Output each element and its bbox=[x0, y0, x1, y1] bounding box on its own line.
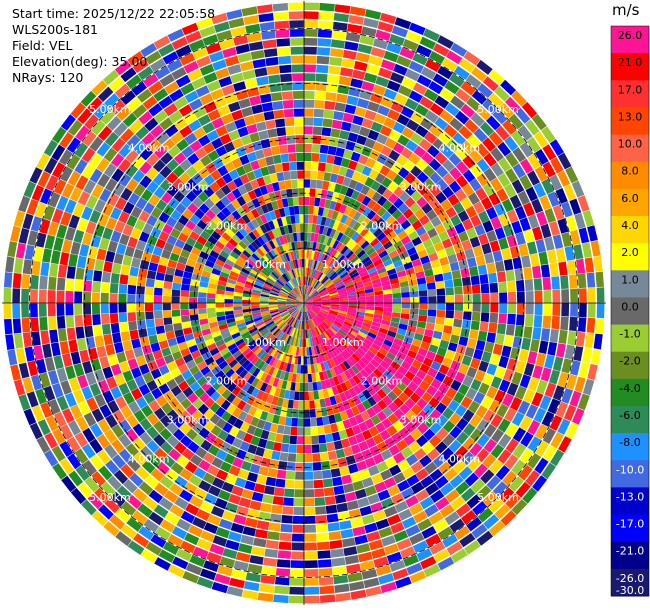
colorbar-segment bbox=[611, 270, 649, 298]
range-ring-label: 4.00km bbox=[128, 452, 170, 465]
elevation-text: Elevation(deg): 35.00 bbox=[12, 54, 148, 69]
range-ring-label: 1.00km bbox=[322, 258, 364, 271]
range-ring-label: 1.00km bbox=[244, 258, 286, 271]
colorbar-tick-label: 26.0 bbox=[618, 29, 643, 42]
range-ring-label: 4.00km bbox=[439, 452, 481, 465]
colorbar-tick-label: -13.0 bbox=[616, 490, 644, 503]
colorbar-segment bbox=[611, 487, 649, 515]
colorbar-tick-label: -4.0 bbox=[619, 382, 640, 395]
device-name-text: WLS200s-181 bbox=[12, 22, 98, 37]
range-ring-label: 4.00km bbox=[439, 142, 481, 155]
colorbar-segment bbox=[611, 460, 649, 488]
scan-info-panel: Start time: 2025/12/22 22:05:58 WLS200s-… bbox=[12, 6, 215, 86]
colorbar-segment bbox=[611, 351, 649, 380]
colorbar-tick-label: 4.0 bbox=[621, 219, 639, 232]
crosshair-axes bbox=[2, 1, 606, 605]
velocity-bin-group bbox=[12, 38, 605, 604]
colorbar-segment bbox=[611, 378, 649, 407]
colorbar-segment bbox=[611, 541, 649, 570]
colorbar-segment bbox=[611, 188, 649, 217]
colorbar-tick-label: -26.0 bbox=[616, 572, 644, 585]
range-ring-label: 2.00km bbox=[361, 375, 403, 388]
colorbar-tick-label: 0.0 bbox=[621, 300, 639, 313]
colorbar-tick-label: 10.0 bbox=[618, 138, 643, 151]
colorbar-tick-label: -17.0 bbox=[616, 518, 644, 531]
colorbar-segment bbox=[611, 568, 649, 597]
colorbar-segment bbox=[611, 297, 649, 325]
colorbar-tick-label: 8.0 bbox=[621, 165, 639, 178]
field-text: Field: VEL bbox=[12, 38, 73, 53]
colorbar-segment bbox=[611, 216, 649, 244]
colorbar-segment bbox=[611, 161, 649, 190]
colorbar-tick-label: 2.0 bbox=[621, 246, 639, 259]
range-ring-label: 5.00km bbox=[477, 491, 519, 504]
colorbar-tick-label: 1.0 bbox=[621, 273, 639, 286]
range-ring-label: 1.00km bbox=[244, 336, 286, 349]
colorbar-tick-label: 21.0 bbox=[618, 56, 643, 69]
colorbar-segment bbox=[611, 324, 649, 353]
range-ring-labels: 1.00km 1.00km 1.00km 1.00km 2.00km 2.00km 2.00… bbox=[89, 103, 519, 504]
colorbar: 26.0 21.0 17.0 13.0 10.0 8.0 6.0 4.0 2.0 1.0 0.0 -1… bbox=[610, 25, 650, 597]
colorbar-tick-label: -21.0 bbox=[616, 545, 644, 558]
colorbar-tick-label: -30.0 bbox=[616, 584, 644, 597]
range-ring-label: 5.00km bbox=[89, 103, 131, 116]
range-ring-label: 5.00km bbox=[89, 491, 131, 504]
colorbar-unit-label: m/s bbox=[612, 1, 640, 19]
range-ring-label: 3.00km bbox=[400, 181, 442, 194]
colorbar-tick-label: -10.0 bbox=[616, 463, 644, 476]
range-ring-label: 4.00km bbox=[128, 142, 170, 155]
nrays-text: NRays: 120 bbox=[12, 70, 84, 85]
colorbar-segment bbox=[611, 243, 649, 271]
colorbar-segment bbox=[611, 53, 649, 81]
velocity-bin-group bbox=[18, 12, 605, 589]
colorbar-tick-label: -8.0 bbox=[619, 436, 640, 449]
colorbar-tick-label: -6.0 bbox=[619, 409, 640, 422]
colorbar-segment bbox=[611, 134, 649, 163]
range-ring-label: 2.00km bbox=[361, 219, 403, 232]
colorbar-segment bbox=[611, 514, 649, 543]
colorbar-segment bbox=[611, 406, 649, 434]
velocity-bin-group bbox=[3, 20, 603, 600]
velocity-bin-group bbox=[39, 3, 595, 597]
colorbar-tick-label: -2.0 bbox=[619, 355, 640, 368]
colorbar-tick-label: 6.0 bbox=[621, 192, 639, 205]
range-ring-label: 5.00km bbox=[477, 103, 519, 116]
range-ring-label: 2.00km bbox=[206, 375, 248, 388]
colorbar-segment bbox=[611, 433, 649, 461]
range-ring-label: 2.00km bbox=[206, 219, 248, 232]
colorbar-segment bbox=[611, 107, 649, 135]
colorbar-outline bbox=[610, 25, 650, 597]
colorbar-segment bbox=[611, 26, 649, 54]
colorbar-segment bbox=[611, 80, 649, 108]
colorbar-tick-label: 13.0 bbox=[618, 110, 643, 123]
range-ring-label: 1.00km bbox=[322, 336, 364, 349]
start-time-text: Start time: 2025/12/22 22:05:58 bbox=[12, 6, 216, 21]
range-ring-label: 3.00km bbox=[167, 181, 209, 194]
colorbar-tick-label: -1.0 bbox=[619, 328, 640, 341]
colorbar-tick-label: 17.0 bbox=[618, 83, 643, 96]
range-ring-label: 3.00km bbox=[400, 414, 442, 427]
range-ring-label: 3.00km bbox=[167, 414, 209, 427]
